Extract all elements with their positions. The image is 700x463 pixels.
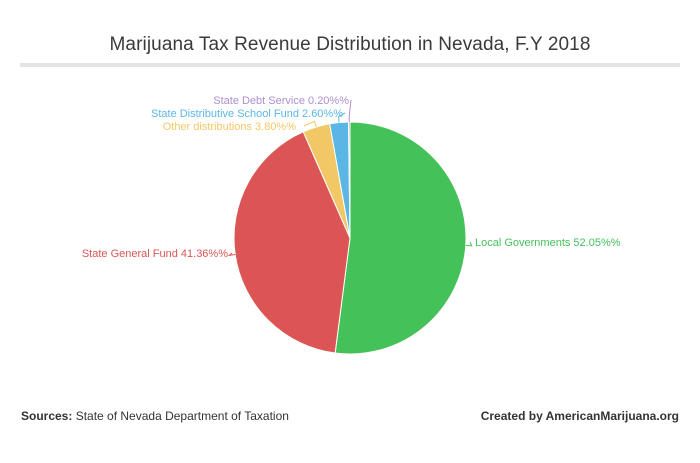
sources-label: Sources: bbox=[21, 409, 73, 423]
slice-connector bbox=[465, 241, 473, 247]
slice-label: Local Governments 52.05%% bbox=[475, 237, 621, 249]
sources-text: State of Nevada Department of Taxation bbox=[72, 409, 289, 423]
slice-label: State Distributive School Fund 2.60%% bbox=[151, 108, 343, 120]
pie-slice[interactable] bbox=[334, 121, 467, 355]
slice-connector bbox=[227, 252, 236, 257]
sources-note: Sources: State of Nevada Department of T… bbox=[21, 409, 289, 423]
slice-label: State Debt Service 0.20%% bbox=[213, 95, 349, 107]
credit-note: Created by AmericanMarijuana.org bbox=[480, 409, 679, 423]
slice-label: Other distributions 3.80%% bbox=[163, 121, 297, 133]
slice-connector bbox=[337, 112, 346, 123]
chart-title: Marijuana Tax Revenue Distribution in Ne… bbox=[109, 34, 591, 55]
slice-connector bbox=[348, 99, 352, 123]
slice-label: State General Fund 41.36%% bbox=[82, 248, 228, 260]
slice-connector bbox=[303, 120, 317, 128]
title-divider bbox=[20, 63, 680, 67]
